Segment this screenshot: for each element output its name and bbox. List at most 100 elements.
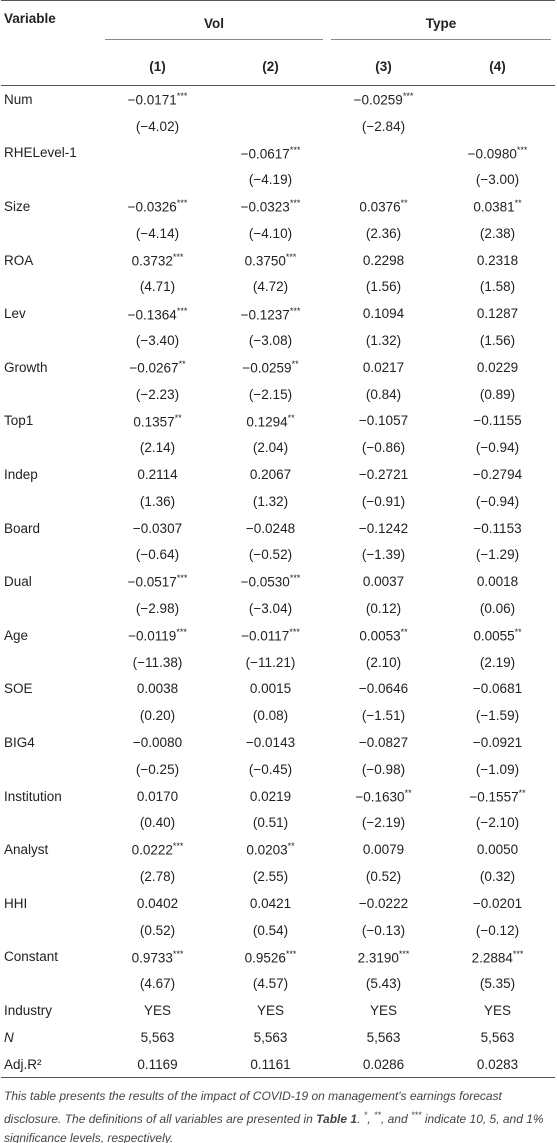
header-cell	[1, 47, 101, 86]
row-label: Num	[4, 91, 33, 107]
significance-stars: ***	[176, 627, 187, 638]
row-label: SOE	[4, 681, 33, 697]
coefficient: 0.0055	[473, 628, 515, 644]
table-cell: (−2.98)	[135, 601, 180, 617]
row-label	[1, 756, 101, 783]
table-row: (−3.40) (−3.08) (1.32) (1.56)	[1, 327, 555, 354]
table-cell: (0.84)	[365, 386, 402, 402]
coefficient: −0.1237	[240, 307, 290, 323]
row-label: Size	[4, 199, 31, 215]
table-cell: 0.1357**	[101, 408, 214, 435]
row-label	[1, 434, 101, 461]
significance-stars: ***	[172, 251, 184, 262]
table-row: (−0.25) (−0.45) (−0.98) (−1.09)	[1, 756, 555, 783]
coefficient: 2.2884	[471, 950, 513, 966]
row-label: Indep	[4, 467, 38, 483]
significance-stars: **	[400, 627, 408, 638]
table-row: (−2.23) (−2.15) (0.84) (0.89)	[1, 381, 555, 408]
table-cell: 0.1294**	[214, 408, 327, 435]
table-cell: (2.04)	[252, 440, 289, 456]
table-cell: 0.1169	[101, 1050, 214, 1079]
significance-stars: ***	[289, 305, 301, 316]
table-cell: −0.1364***	[101, 300, 214, 327]
table-cell: (0.52)	[365, 869, 402, 884]
coefficient: 0.0376	[359, 199, 401, 215]
footnote-stars: ***	[410, 1110, 422, 1121]
row-label: Lev	[4, 306, 26, 322]
header-row: (1) (2) (3) (4)	[1, 47, 556, 86]
footnote-text: .	[357, 1112, 364, 1127]
table-cell: 0.0018	[476, 574, 519, 590]
table-cell: 0.0376**	[327, 193, 440, 220]
coefficient: −0.0259	[353, 92, 403, 108]
table-row: Constant 0.9733*** 0.9526*** 2.3190*** 2.288…	[1, 944, 555, 971]
table-cell: (0.54)	[252, 922, 289, 938]
row-label: Growth	[4, 359, 48, 375]
table-cell: −0.0267**	[101, 354, 214, 381]
coefficient: −0.1557	[469, 789, 519, 805]
table-cell: 0.9733***	[101, 944, 214, 971]
significance-stars: ***	[289, 144, 301, 155]
coefficient: −0.0326	[127, 199, 177, 215]
table-cell: 0.0283	[440, 1050, 556, 1079]
table-cell: 0.1094	[362, 306, 405, 322]
table-cell: (0.51)	[252, 815, 289, 831]
table-cell: 0.0203**	[214, 836, 327, 863]
row-label	[1, 810, 101, 837]
significance-stars: ***	[289, 573, 301, 584]
table-cell: −0.0323***	[214, 193, 327, 220]
significance-stars: **	[287, 841, 295, 852]
table-cell: 5,563	[480, 1029, 515, 1045]
table-cell: 0.0402	[136, 895, 179, 911]
table-cell: 0.0421	[249, 895, 292, 911]
table-cell: (2.14)	[139, 440, 176, 456]
table-cell: 2.2884***	[440, 944, 555, 971]
table-cell: −0.0517***	[101, 568, 214, 595]
table-cell: (2.78)	[139, 869, 176, 884]
table-cell: 0.0015	[249, 681, 292, 697]
row-label	[1, 970, 101, 997]
table-cell: (−0.94)	[475, 440, 520, 456]
table-cell: (1.32)	[252, 493, 289, 509]
significance-stars: **	[178, 359, 186, 370]
table-cell: (−1.09)	[475, 761, 520, 777]
footnote-text: indicate 10, 5, and 1% significance leve…	[4, 1112, 544, 1143]
table-cell: −0.0080	[132, 735, 183, 751]
footnote-text: , and	[380, 1112, 411, 1127]
row-label	[1, 381, 101, 408]
table-cell: (−0.91)	[361, 493, 406, 509]
table-cell: −0.0117***	[214, 622, 327, 649]
empty-cell	[327, 166, 440, 193]
table-row: (−11.38) (−11.21) (2.10) (2.19)	[1, 649, 555, 676]
table-cell: (5.43)	[365, 976, 402, 992]
row-label: Age	[4, 627, 29, 643]
table-cell: (4.57)	[252, 976, 289, 992]
coefficient: −0.0171	[127, 92, 177, 108]
table-cell: (−1.51)	[361, 708, 406, 724]
table-row: (0.40) (0.51) (−2.19) (−2.10)	[1, 810, 555, 837]
header-row: Variable Vol Type	[1, 0, 556, 47]
row-label: ROA	[4, 252, 34, 268]
row-label: Institution	[4, 788, 62, 804]
table-cell: (2.38)	[479, 225, 516, 241]
table-row: Dual −0.0517*** −0.0530*** 0.0037 0.0018	[1, 568, 555, 595]
coefficient: −0.0267	[129, 360, 179, 376]
table-cell: −0.0681	[472, 681, 523, 697]
empty-cell	[440, 113, 555, 140]
table-cell: (−3.00)	[475, 172, 520, 188]
table-cell: (2.36)	[365, 225, 402, 241]
table-row: ROA 0.3732*** 0.3750*** 0.2298 0.2318	[1, 247, 555, 274]
table-cell: 0.0222***	[101, 836, 214, 863]
table-cell: −0.1237***	[214, 300, 327, 327]
table-cell: 0.0229	[476, 359, 519, 375]
table-row: (−2.98) (−3.04) (0.12) (0.06)	[1, 595, 555, 622]
table-cell: 0.2114	[137, 467, 178, 483]
table-row: BIG4 −0.0080 −0.0143 −0.0827 −0.0921	[1, 729, 555, 756]
table-cell: 0.2298	[362, 252, 405, 268]
table-row: (1.36) (1.32) (−0.91) (−0.94)	[1, 488, 555, 515]
coefficient: −0.0323	[240, 199, 290, 215]
table-row: Num −0.0171*** −0.0259***	[1, 86, 555, 113]
table-cell: (0.08)	[252, 708, 289, 724]
table-cell: 0.0050	[476, 842, 519, 858]
